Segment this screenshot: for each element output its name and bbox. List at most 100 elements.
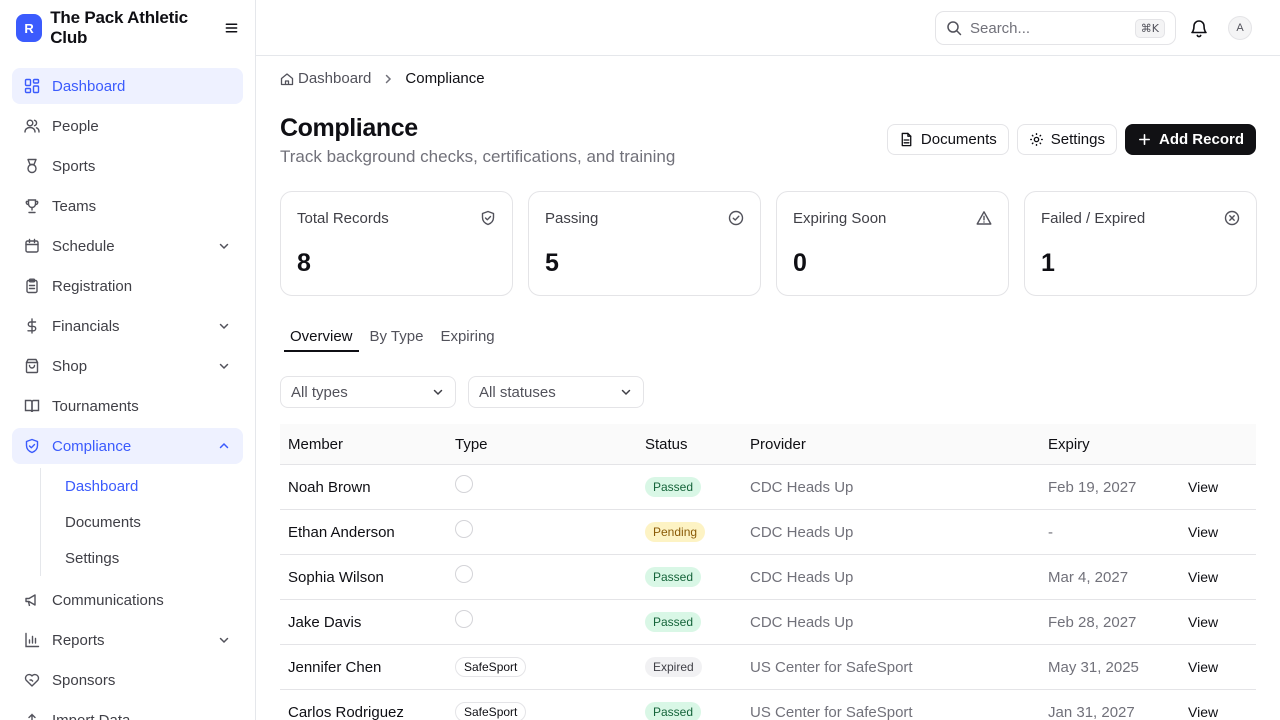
subnav-item-dashboard[interactable]: Dashboard (65, 477, 139, 495)
sidebar-item-shop[interactable]: Shop (12, 348, 243, 384)
chevron-down-icon (219, 363, 229, 370)
provider-cell: CDC Heads Up (750, 568, 854, 586)
check-circle-icon (728, 210, 744, 226)
status-filter-select[interactable]: All statuses (468, 376, 644, 408)
type-empty-icon (455, 565, 473, 583)
search-box[interactable]: ⌘K (935, 11, 1176, 45)
type-cell: SafeSport (455, 657, 645, 677)
sidebar-item-schedule[interactable]: Schedule (12, 228, 243, 264)
type-cell (455, 475, 645, 493)
table-row[interactable]: Jennifer Chen SafeSport Expired US Center f… (280, 645, 1256, 690)
expiry-cell: Mar 4, 2027 (1048, 568, 1129, 586)
hamburger-menu-icon[interactable] (224, 20, 239, 36)
documents-button[interactable]: Documents (886, 124, 1009, 155)
compliance-table: Member Type Status Provider Expiry Noah … (280, 424, 1256, 720)
sidebar-item-financials[interactable]: Financials (12, 308, 243, 344)
column-header-type[interactable]: Type (455, 435, 488, 453)
document-icon (901, 132, 912, 147)
sidebar-item-sponsors[interactable]: Sponsors (12, 662, 243, 698)
tab-by-type[interactable]: By Type (369, 328, 424, 345)
column-header-member[interactable]: Member (288, 435, 344, 453)
view-button[interactable]: View (1188, 523, 1219, 540)
table-row[interactable]: Ethan Anderson Pending CDC Heads Up - View (280, 510, 1256, 555)
view-button[interactable]: View (1188, 613, 1219, 630)
calendar-icon (25, 238, 39, 253)
clipboard-icon (26, 278, 38, 294)
status-badge: Passed (645, 567, 702, 587)
view-button[interactable]: View (1188, 478, 1219, 495)
sidebar-item-sports[interactable]: Sports (12, 148, 243, 184)
settings-button[interactable]: Settings (1016, 124, 1117, 155)
sidebar-item-label: Tournaments (52, 397, 139, 415)
column-header-provider[interactable]: Provider (750, 435, 806, 453)
column-header-status[interactable]: Status (645, 435, 688, 453)
actions-cell: View (1188, 704, 1256, 720)
sidebar-item-compliance[interactable]: Compliance (12, 428, 243, 464)
sidebar-item-tournaments[interactable]: Tournaments (12, 388, 243, 424)
type-filter-select[interactable]: All types (280, 376, 456, 408)
view-button[interactable]: View (1188, 658, 1219, 675)
chevron-down-icon (219, 637, 229, 644)
status-filter-value: All statuses (479, 383, 556, 401)
table-row[interactable]: Sophia Wilson Passed CDC Heads Up Mar 4, 20… (280, 555, 1256, 600)
bar-chart-icon (25, 632, 40, 648)
topbar: ⌘K A (256, 0, 1280, 56)
expiry-cell: Jan 31, 2027 (1048, 703, 1135, 720)
bracket-book-icon (24, 399, 40, 413)
stat-label: Passing (545, 210, 599, 227)
provider-cell: US Center for SafeSport (750, 658, 913, 676)
status-cell: Pending (645, 522, 750, 542)
view-button[interactable]: View (1188, 568, 1219, 585)
status-cell: Passed (645, 612, 750, 632)
sidebar-item-registration[interactable]: Registration (12, 268, 243, 304)
handshake-heart-icon (24, 673, 40, 687)
avatar[interactable]: A (1228, 16, 1252, 40)
page-title: Compliance (280, 114, 418, 142)
subnav-item-settings[interactable]: Settings (65, 549, 120, 567)
type-empty-icon (455, 610, 473, 628)
tab-overview[interactable]: Overview (284, 320, 359, 352)
table-row[interactable]: Jake Davis Passed CDC Heads Up Feb 28, 2027… (280, 600, 1256, 645)
megaphone-icon (25, 594, 36, 607)
sidebar-item-teams[interactable]: Teams (12, 188, 243, 224)
member-name: Sophia Wilson (288, 568, 384, 586)
documents-button-label: Documents (920, 131, 997, 148)
column-header-expiry[interactable]: Expiry (1048, 435, 1090, 453)
search-shortcut: ⌘K (1134, 18, 1165, 38)
sidebar-item-label: Financials (52, 317, 120, 335)
member-name: Ethan Anderson (288, 523, 395, 541)
breadcrumb-home[interactable]: Dashboard (298, 70, 372, 87)
sidebar-item-communications[interactable]: Communications (12, 582, 243, 618)
bell-icon[interactable] (1189, 18, 1209, 38)
status-badge: Passed (645, 702, 702, 720)
sidebar-item-people[interactable]: People (12, 108, 243, 144)
shield-check-icon (25, 438, 39, 454)
add-record-button[interactable]: Add Record (1124, 124, 1256, 155)
table-row[interactable]: Carlos Rodriguez SafeSport Passed US Center… (280, 690, 1256, 720)
warning-triangle-icon (976, 211, 992, 225)
stat-value: 0 (793, 249, 807, 277)
sidebar-item-label: Dashboard (52, 77, 126, 95)
type-cell: SafeSport (455, 702, 645, 720)
stat-card-failed-expired: Failed / Expired 1 (1024, 191, 1257, 296)
medal-icon (27, 158, 37, 174)
stat-value: 8 (297, 249, 311, 277)
sidebar-item-label: Schedule (52, 237, 115, 255)
chevron-down-icon (621, 389, 631, 396)
sidebar-item-dashboard[interactable]: Dashboard (12, 68, 243, 104)
subnav-item-documents[interactable]: Documents (65, 513, 141, 531)
member-name: Noah Brown (288, 478, 371, 496)
sidebar-item-reports[interactable]: Reports (12, 622, 243, 658)
sidebar-item-label: People (52, 117, 99, 135)
member-name: Jake Davis (288, 613, 362, 631)
tab-expiring[interactable]: Expiring (440, 328, 495, 345)
sidebar-item-import-data[interactable]: Import Data (12, 702, 243, 720)
status-cell: Passed (645, 567, 750, 587)
search-input[interactable] (970, 19, 1120, 37)
expiry-cell: - (1048, 523, 1053, 541)
stat-label: Expiring Soon (793, 210, 887, 227)
view-button[interactable]: View (1188, 703, 1219, 720)
provider-cell: US Center for SafeSport (750, 703, 913, 720)
table-row[interactable]: Noah Brown Passed CDC Heads Up Feb 19, 2027… (280, 465, 1256, 510)
sidebar-item-label: Import Data (52, 711, 131, 720)
